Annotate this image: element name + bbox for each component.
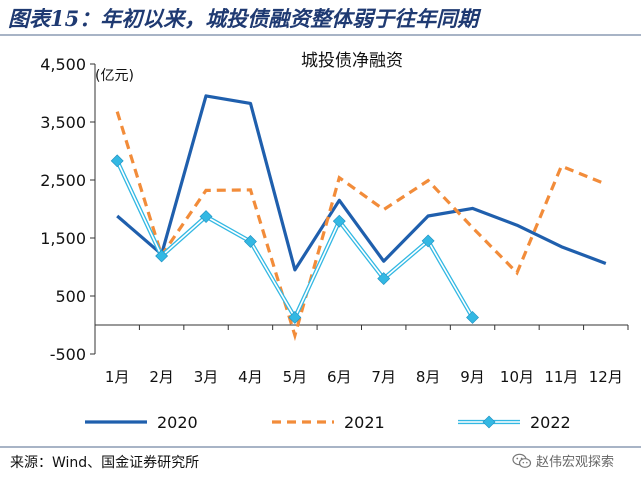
y-tick-label: -500 — [50, 345, 86, 364]
legend-label: 2020 — [157, 413, 198, 432]
legend-item-2022: 2022 — [458, 413, 571, 432]
legend-label: 2021 — [344, 413, 385, 432]
y-axis-unit-label: (亿元) — [95, 68, 134, 84]
series-2021 — [115, 111, 607, 342]
legend-item-2021: 2021 — [272, 413, 385, 432]
y-tick-label: 1,500 — [40, 229, 86, 248]
wechat-icon — [512, 453, 532, 468]
data-point-marker — [155, 249, 169, 263]
chart-title: 城投债净融资 — [301, 51, 403, 71]
figure-title: 图表15：年初以来，城投债融资整体弱于往年同期 — [8, 6, 479, 31]
line-chart: 城投债净融资 (亿元) -500 500 1,500 2,500 3,500 4,500 1… — [40, 51, 629, 432]
series-line-2020 — [116, 94, 607, 272]
axes: -500 500 1,500 2,500 3,500 4,500 1月 2月 3月 4月 5月 6月 7… — [40, 55, 629, 386]
x-tick-label: 2月 — [149, 368, 174, 386]
y-tick-label: 4,500 — [40, 55, 86, 74]
x-tick-label: 7月 — [371, 368, 396, 386]
series-line-2022 — [115, 160, 475, 323]
x-tick-label: 4月 — [238, 368, 263, 386]
data-point-marker — [199, 210, 213, 223]
series-line-inner-2022 — [116, 160, 474, 320]
series-group — [110, 94, 607, 342]
data-point-marker — [482, 415, 496, 429]
y-tick-label: 3,500 — [40, 113, 86, 132]
y-tick-label: 2,500 — [40, 171, 86, 190]
series-line-2021 — [115, 111, 607, 342]
watermark-text: 赵伟宏观探索 — [536, 455, 615, 470]
data-point-marker — [110, 154, 124, 168]
legend: 2020 2021 2022 — [85, 413, 571, 432]
series-2020 — [116, 94, 607, 272]
x-tick-label: 1月 — [105, 368, 130, 386]
x-tick-label: 6月 — [327, 368, 352, 386]
x-tick-label: 12月 — [589, 368, 623, 386]
x-tick-label: 5月 — [283, 368, 308, 386]
legend-label: 2022 — [530, 413, 571, 432]
x-tick-label: 3月 — [194, 368, 219, 386]
data-point-marker — [377, 272, 391, 286]
data-point-marker — [288, 311, 302, 324]
data-point-marker — [466, 311, 479, 324]
series-2022 — [110, 154, 479, 324]
source-note: 来源：Wind、国金证券研究所 — [10, 455, 200, 471]
data-point-marker — [244, 235, 257, 248]
footer-divider — [0, 446, 641, 448]
x-tick-label: 9月 — [460, 368, 485, 386]
data-point-marker — [421, 234, 435, 248]
watermark: 赵伟宏观探索 — [512, 451, 614, 470]
header-bar: 图表15：年初以来，城投债融资整体弱于往年同期 — [0, 0, 641, 36]
x-tick-label: 8月 — [416, 368, 441, 386]
legend-item-2020: 2020 — [85, 413, 198, 432]
data-point-marker — [332, 214, 346, 228]
x-tick-label: 11月 — [544, 368, 578, 386]
x-tick-label: 10月 — [500, 368, 534, 386]
y-tick-label: 500 — [55, 287, 86, 306]
